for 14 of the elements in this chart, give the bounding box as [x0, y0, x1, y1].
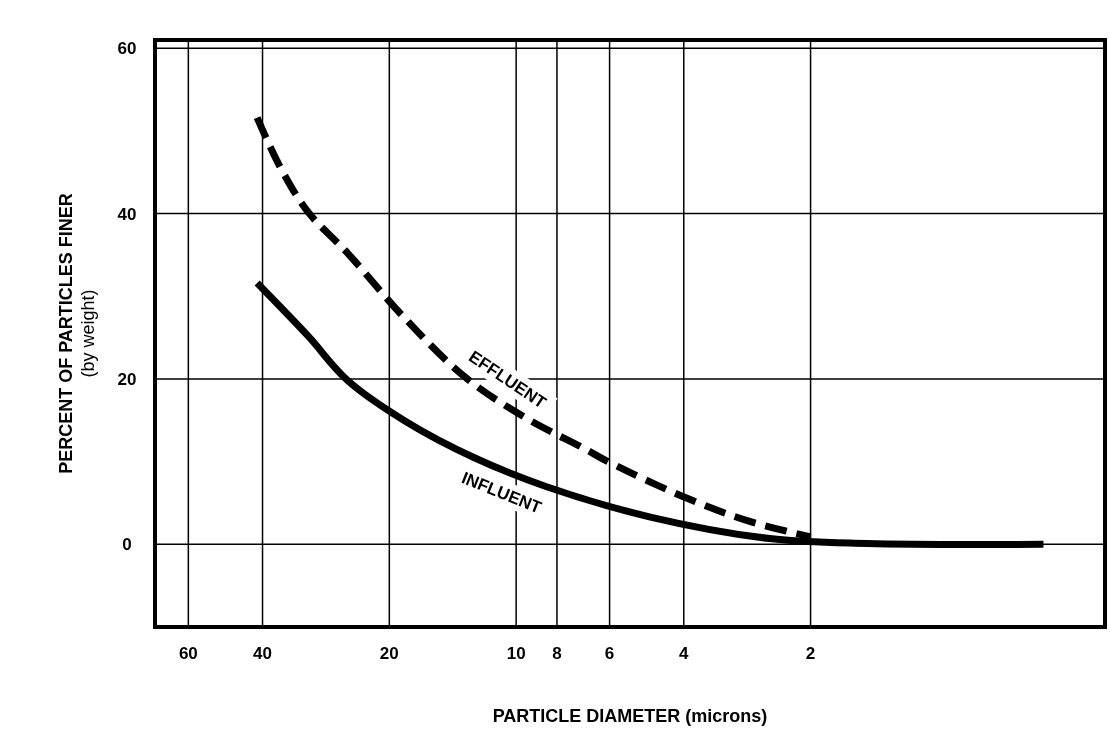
x-tick-label: 6: [604, 644, 615, 663]
x-axis-title: PARTICLE DIAMETER (microns): [492, 706, 768, 726]
y-axis-title: PERCENT OF PARTICLES FINER (by weight): [56, 193, 98, 474]
x-tick-label: 20: [379, 644, 399, 663]
x-tick-label: 8: [552, 644, 562, 663]
y-tick-label: 40: [117, 204, 137, 224]
y-tick-label: 20: [117, 369, 137, 389]
y-tick-label: 0: [122, 535, 132, 555]
x-tick-label: 60: [178, 644, 198, 663]
x-tick-label: 10: [506, 644, 526, 663]
x-tick-label: 40: [253, 644, 272, 663]
x-tick-label: 2: [805, 644, 816, 663]
y-tick-label: 60: [117, 39, 137, 59]
x-tick-label: 4: [679, 644, 690, 663]
